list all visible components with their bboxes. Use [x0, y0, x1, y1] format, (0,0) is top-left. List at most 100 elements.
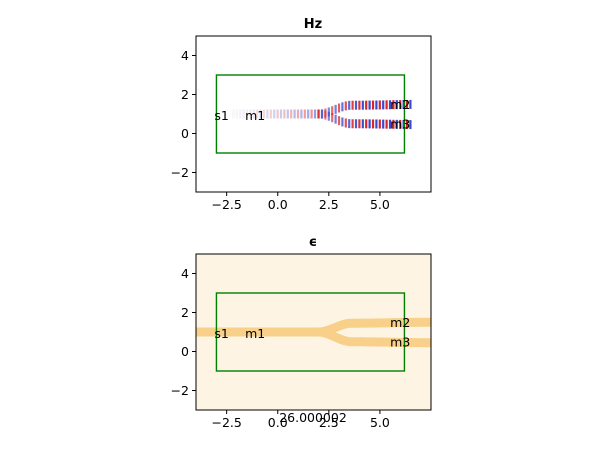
y-tick-label: 4	[181, 266, 189, 281]
field-stripe	[395, 119, 398, 129]
field-stripe	[249, 109, 252, 119]
field-stripe	[266, 109, 269, 119]
field-stripe	[375, 100, 378, 110]
field-stripe	[399, 119, 402, 129]
y-tick-label: −2	[171, 383, 189, 398]
field-stripe	[331, 113, 334, 123]
field-stripe	[351, 119, 354, 129]
field-stripe	[296, 109, 300, 119]
field-stripe	[239, 109, 242, 119]
label-s1: s1	[214, 326, 228, 341]
field-stripe	[378, 100, 381, 110]
label-m3: m3	[390, 335, 410, 350]
field-stripe	[409, 99, 412, 109]
field-stripe	[388, 119, 392, 129]
field-stripe	[310, 109, 313, 119]
field-stripe	[392, 119, 395, 129]
label-m2: m2	[390, 97, 410, 112]
field-stripe	[259, 109, 262, 119]
x-tick-label: −2.5	[211, 197, 241, 212]
y-axis-epsilon: −2 0 2 4	[171, 266, 196, 398]
field-stripe	[378, 119, 381, 129]
hz-field-panel: Hz s1 m1 m2 m3 −2.5 0.0 2.5 5.0 −2 0 2 4	[171, 17, 432, 212]
y-tick-label: 4	[181, 48, 189, 63]
field-stripe	[365, 119, 368, 129]
field-stripe	[402, 100, 405, 110]
field-stripe	[320, 109, 324, 119]
monitor-labels: s1 m1 m2 m3	[214, 315, 410, 350]
hz-field-marks	[232, 99, 412, 130]
field-stripe	[354, 119, 358, 129]
field-stripe	[402, 119, 405, 129]
field-stripe	[337, 103, 341, 113]
x-tick-label: 0.0	[268, 415, 288, 430]
plot-area-hz	[196, 36, 431, 192]
x-tick-label: 5.0	[370, 415, 390, 430]
label-m1: m1	[245, 326, 265, 341]
field-stripe	[331, 106, 334, 116]
field-stripe	[354, 100, 358, 110]
field-stripe	[341, 102, 344, 112]
field-stripe	[344, 101, 347, 111]
x-tick-label: −2.5	[211, 415, 241, 430]
label-m3: m3	[390, 117, 410, 132]
field-stripe	[368, 119, 371, 129]
axes-frame-hz	[195, 35, 432, 193]
field-stripe	[300, 109, 303, 119]
x-tick-label: 2.5	[319, 197, 339, 212]
field-stripe	[358, 119, 361, 129]
field-stripe	[327, 111, 330, 121]
field-stripe	[365, 100, 368, 110]
field-stripe	[375, 119, 378, 129]
field-stripe	[409, 120, 412, 130]
field-stripe	[307, 109, 310, 119]
field-stripe	[405, 99, 409, 109]
field-stripe	[256, 109, 259, 119]
field-stripe	[368, 100, 371, 110]
value-annotation: 26.000002	[279, 410, 347, 425]
permittivity-panel: ϵ s1 m1 m2 m3 −2.5 0.0 2.5 5.0 −2 0 2 4 …	[171, 235, 432, 430]
y-tick-label: 0	[181, 344, 189, 359]
waveguide-core	[318, 327, 431, 348]
field-stripe	[317, 109, 320, 119]
field-stripe	[334, 104, 337, 114]
field-stripe	[392, 100, 395, 110]
field-stripe	[334, 114, 337, 124]
field-stripe	[344, 118, 347, 128]
x-axis-epsilon: −2.5 0.0 2.5 5.0	[211, 410, 390, 430]
field-stripe	[341, 117, 344, 127]
label-s1: s1	[214, 108, 228, 123]
field-stripe	[313, 109, 317, 119]
field-stripe	[395, 100, 398, 110]
field-stripe	[361, 119, 364, 129]
label-m2: m2	[390, 315, 410, 330]
field-stripe	[385, 100, 388, 110]
field-stripe	[371, 100, 375, 110]
field-stripe	[371, 119, 375, 129]
x-tick-label: 0.0	[268, 197, 288, 212]
field-stripe	[351, 100, 354, 110]
field-stripe	[337, 116, 341, 126]
y-tick-label: 2	[181, 87, 189, 102]
field-stripe	[382, 100, 385, 110]
field-stripe	[385, 119, 388, 129]
field-stripe	[252, 109, 255, 119]
field-stripe	[388, 100, 392, 110]
label-m1: m1	[245, 108, 265, 123]
field-stripe	[290, 109, 293, 119]
field-stripe	[273, 109, 276, 119]
field-stripe	[283, 109, 286, 119]
field-stripe	[245, 109, 249, 119]
field-stripe	[262, 109, 266, 119]
monitor-labels: s1 m1 m2 m3	[214, 97, 410, 132]
field-stripe	[293, 109, 296, 119]
y-tick-label: 2	[181, 305, 189, 320]
field-stripe	[399, 100, 402, 110]
x-tick-label: 5.0	[370, 197, 390, 212]
field-stripe	[324, 110, 327, 120]
field-stripe	[382, 119, 385, 129]
field-stripe	[279, 109, 283, 119]
x-axis-hz: −2.5 0.0 2.5 5.0	[211, 192, 390, 212]
field-stripe	[303, 109, 306, 119]
axes-frame-epsilon	[195, 253, 432, 411]
